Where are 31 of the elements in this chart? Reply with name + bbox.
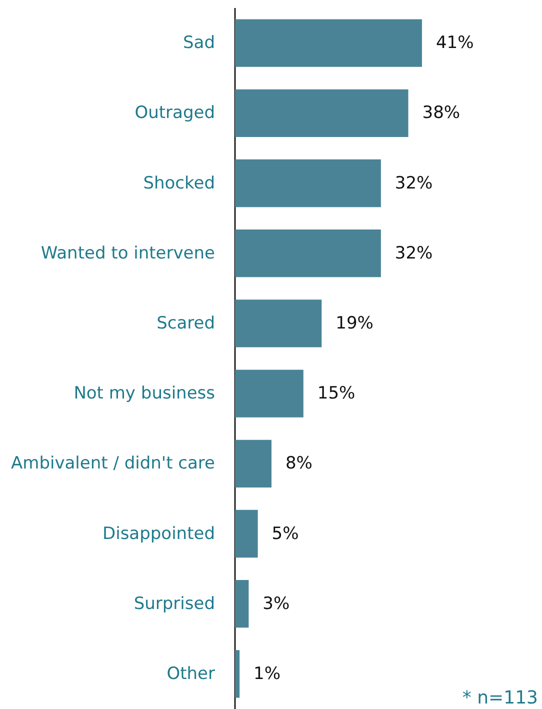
data-label: 19% <box>336 313 374 334</box>
data-label: 8% <box>285 454 312 474</box>
bar <box>235 230 381 278</box>
bar <box>235 89 408 137</box>
text: * n=113 <box>462 688 538 708</box>
data-label: 41% <box>436 33 474 54</box>
bar <box>235 510 258 558</box>
data-label: 15% <box>317 384 356 404</box>
data-label: 32% <box>394 243 433 264</box>
bar <box>235 650 240 698</box>
bar <box>235 370 304 418</box>
y-tick-label: Other <box>166 664 215 684</box>
y-tick-label: Surprised <box>134 594 215 614</box>
y-tick-label: Ambivalent / didn't care <box>11 454 215 474</box>
bar <box>235 159 381 208</box>
bar <box>235 300 322 348</box>
data-label: 3% <box>262 594 290 614</box>
bar <box>235 19 422 67</box>
bar <box>235 580 249 628</box>
y-tick-label: Wanted to intervene <box>40 243 215 264</box>
y-tick-label: Outraged <box>134 103 215 124</box>
y-tick-label: Sad <box>183 33 215 54</box>
y-tick-label: Scared <box>156 313 215 334</box>
bar <box>235 440 272 488</box>
y-tick-label: Disappointed <box>102 524 215 544</box>
y-tick-label: Shocked <box>143 173 215 194</box>
data-label: 32% <box>394 173 433 194</box>
y-tick-label: Not my business <box>74 384 216 404</box>
data-label: 38% <box>422 103 460 124</box>
data-label: 1% <box>254 664 281 684</box>
data-label: 5% <box>272 524 299 544</box>
